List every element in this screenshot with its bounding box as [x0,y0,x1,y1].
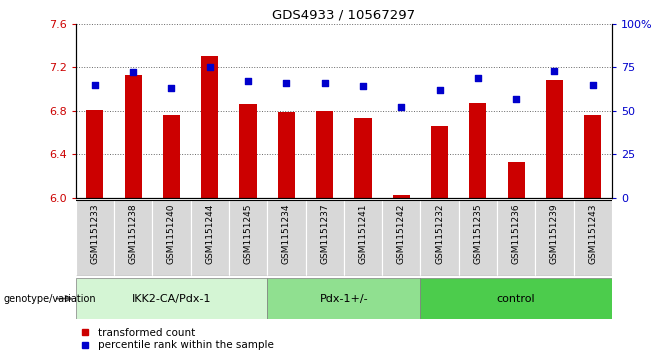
Text: GSM1151245: GSM1151245 [243,203,253,264]
Bar [240,104,257,198]
Bar [76,200,114,276]
Bar [316,111,333,198]
Bar [536,200,574,276]
Text: GSM1151242: GSM1151242 [397,203,406,264]
Text: GSM1151235: GSM1151235 [473,203,482,264]
Bar [459,200,497,276]
Bar [469,103,486,198]
Bar [507,162,525,198]
Legend: transformed count, percentile rank within the sample: transformed count, percentile rank withi… [81,328,274,350]
Text: GSM1151233: GSM1151233 [90,203,99,264]
Text: Pdx-1+/-: Pdx-1+/- [320,294,368,303]
Point [472,75,483,81]
Text: GSM1151241: GSM1151241 [359,203,367,264]
Point [549,68,560,74]
Bar [124,75,141,198]
Bar [201,56,218,198]
Bar [497,200,536,276]
Bar [584,115,601,198]
Point [358,83,368,89]
Bar [163,115,180,198]
Text: GSM1151243: GSM1151243 [588,203,597,264]
Point [434,87,445,93]
Bar [305,200,343,276]
Point [396,104,407,110]
Text: GSM1151239: GSM1151239 [550,203,559,264]
Text: GSM1151240: GSM1151240 [167,203,176,264]
Bar [574,200,612,276]
Point [243,78,253,84]
Point [588,82,598,87]
Bar [114,200,152,276]
Point [511,95,521,101]
Point [319,80,330,86]
Bar [278,112,295,198]
Text: control: control [497,294,536,303]
Point [205,64,215,70]
Text: GSM1151232: GSM1151232 [435,203,444,264]
Bar [343,200,382,276]
Text: GSM1151234: GSM1151234 [282,203,291,264]
Point [128,69,138,75]
Bar [267,278,420,319]
Bar [86,110,103,198]
Text: GSM1151244: GSM1151244 [205,203,215,264]
Bar [420,200,459,276]
Bar [152,200,191,276]
Title: GDS4933 / 10567297: GDS4933 / 10567297 [272,8,415,21]
Text: GSM1151238: GSM1151238 [128,203,138,264]
Bar [431,126,448,198]
Text: genotype/variation: genotype/variation [3,294,96,303]
Bar [76,278,267,319]
Text: IKK2-CA/Pdx-1: IKK2-CA/Pdx-1 [132,294,211,303]
Bar [382,200,420,276]
Bar [420,278,612,319]
Text: GSM1151237: GSM1151237 [320,203,329,264]
Bar [191,200,229,276]
Point [89,82,100,87]
Bar [229,200,267,276]
Text: GSM1151236: GSM1151236 [512,203,520,264]
Point [166,85,177,91]
Bar [393,195,410,198]
Bar [267,200,305,276]
Bar [546,80,563,198]
Bar [355,118,372,198]
Point [281,80,291,86]
